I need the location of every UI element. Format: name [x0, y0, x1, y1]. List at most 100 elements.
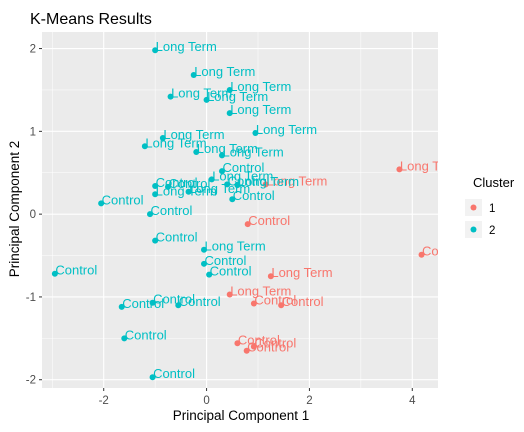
legend-title: Cluster [473, 175, 515, 190]
legend-label-2: 2 [489, 225, 495, 237]
cluster-2-point [175, 302, 182, 309]
cluster-2-point [201, 246, 207, 253]
point-label: Control [422, 244, 464, 259]
cluster-1-point [226, 291, 233, 298]
point-label: Long Term [230, 102, 291, 117]
cluster-2-point [165, 183, 171, 190]
cluster-1-point [244, 221, 251, 228]
legend-key-1 [470, 204, 477, 211]
legend-label-1: 1 [489, 203, 495, 215]
cluster-2-point [159, 134, 166, 141]
cluster-2-point [167, 93, 174, 100]
chart-title: K-Means Results [30, 11, 152, 28]
point-label: Control [125, 327, 167, 342]
point-label: Control [169, 176, 211, 191]
x-tick-label: -2 [99, 395, 109, 407]
cluster-2-point [118, 303, 125, 310]
point-label: Control [210, 264, 252, 279]
cluster-2-point [190, 72, 197, 79]
cluster-1-point [262, 181, 269, 188]
point-label: Control [205, 253, 247, 268]
point-label: Long Term [230, 79, 291, 94]
cluster-2-point [208, 176, 215, 183]
grid-lines [42, 32, 438, 388]
cluster-1-point [396, 166, 403, 173]
cluster-1-point [267, 273, 274, 280]
point-label: Control [238, 332, 280, 347]
cluster-2-point [51, 270, 58, 277]
cluster-1-point [250, 300, 257, 307]
point-label: Long Term [271, 265, 332, 280]
axis-ticks: -2 0 2 4 -2 -1 0 1 2 [26, 44, 416, 407]
cluster-2-point [224, 181, 231, 188]
cluster-2-point [141, 143, 148, 150]
cluster-2-point [152, 47, 159, 54]
cluster-1-point [234, 340, 241, 347]
plot-panel [42, 32, 438, 388]
y-tick-label: 0 [30, 209, 36, 221]
point-label: Control [179, 294, 221, 309]
cluster-2-point [219, 152, 225, 159]
cluster-2-point [152, 237, 159, 244]
point-label: Long Term [230, 283, 291, 298]
cluster-2-point [206, 271, 213, 278]
point-label: Long Term [189, 181, 250, 196]
point-label: Long Term [207, 89, 268, 104]
y-axis-title: Principal Component 2 [7, 141, 22, 278]
point-label: Control [153, 292, 195, 307]
point-label: Long Term [156, 39, 217, 54]
point-label: Control [156, 230, 198, 245]
point-label: Control [248, 213, 290, 228]
point-label: Long Term [171, 86, 232, 101]
cluster-2-point [252, 130, 259, 137]
cluster-2-point [201, 260, 207, 267]
point-label: Long Term [194, 64, 255, 79]
x-tick-label: 4 [409, 395, 416, 407]
point-label: Long Term [400, 158, 461, 173]
cluster-2-point [219, 168, 225, 175]
point-label: Control [122, 296, 164, 311]
point-label: Long Term [163, 127, 224, 142]
point-label: Long Term [223, 144, 284, 159]
cluster-2-point [203, 96, 210, 103]
point-label: Long Term [197, 141, 258, 156]
point-label: Control [55, 263, 97, 278]
cluster-2-point [152, 182, 159, 189]
cluster-2-point [121, 335, 128, 342]
cluster-1-point [243, 347, 250, 354]
cluster-1-point [250, 343, 257, 350]
y-tick-label: -1 [26, 292, 36, 304]
point-label: Control [247, 340, 289, 355]
cluster-2-point [149, 374, 156, 381]
point-label: Long Term [205, 239, 266, 254]
y-tick-label: 2 [30, 44, 36, 56]
point-label: Long Term [238, 174, 299, 189]
y-tick-label: 1 [30, 126, 36, 138]
cluster-2-point [193, 149, 200, 156]
legend-key-2 [470, 226, 477, 233]
cluster-2-point [149, 299, 156, 306]
cluster-2-point [226, 86, 233, 93]
point-label: Control [254, 336, 296, 351]
x-tick-label: 0 [203, 395, 209, 407]
cluster-2-point [98, 200, 105, 207]
cluster-2-point [147, 211, 153, 218]
cluster-1-point [418, 251, 425, 258]
x-tick-label: 2 [306, 395, 312, 407]
point-label: Control [254, 293, 296, 308]
point-label: Control [233, 188, 275, 203]
point-label: Control [282, 294, 324, 309]
point-label: Long Term [266, 173, 327, 188]
legend: Cluster a 1 a 2 [465, 175, 515, 238]
legend-key-glyph: a [471, 225, 476, 234]
cluster-2-point [226, 110, 233, 117]
cluster-2-point [152, 191, 159, 198]
point-label: Long Term [145, 135, 206, 150]
point-label: Long Term [212, 168, 273, 183]
legend-key-glyph: a [471, 203, 476, 212]
point-label: Control [102, 192, 144, 207]
cluster-1-point [278, 302, 285, 309]
point-label: Control [151, 203, 193, 218]
